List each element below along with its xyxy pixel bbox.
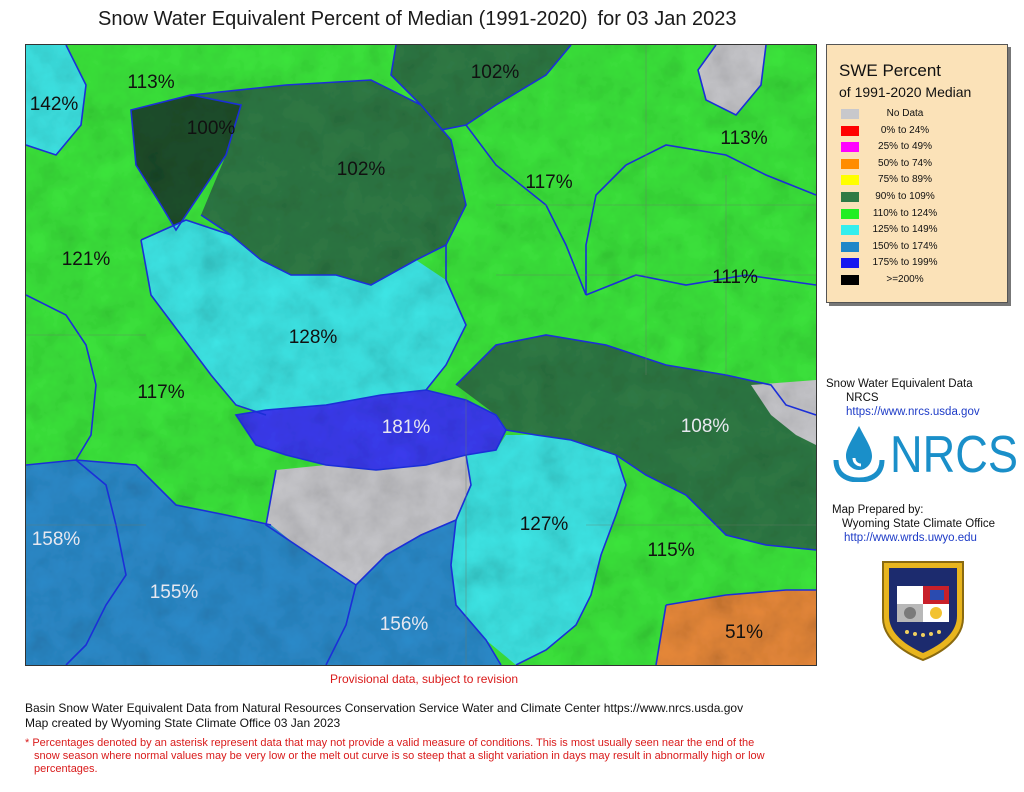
basin-label[interactable]: 113% (720, 128, 768, 149)
legend-item: 50% to 74% (841, 157, 1001, 171)
legend-item: 175% to 199% (841, 257, 1001, 270)
basin-region-155 (66, 460, 356, 665)
legend-item: No Data (841, 108, 1001, 121)
note-line1: * Percentages denoted by an asterisk rep… (25, 737, 755, 749)
basin-region-102-central (191, 80, 466, 285)
legend-item: 25% to 49% (841, 141, 1001, 154)
svg-text:NRCS: NRCS (890, 426, 1018, 482)
legend-label: 110% to 124% (872, 207, 938, 219)
legend-label: 50% to 74% (878, 157, 932, 169)
basin-map-svg (26, 45, 816, 665)
basin-region-51 (656, 590, 816, 665)
basin-label[interactable]: 51% (724, 622, 764, 643)
basin-label[interactable]: 155% (149, 582, 199, 603)
basin-region-127 (446, 435, 626, 665)
swe-map[interactable]: 142% 113% 100% 102% 102% 117% 113% 121% … (25, 44, 817, 666)
legend-item: 150% to 174% (841, 240, 1001, 254)
legend: SWE Percent of 1991-2020 Median No Data 0… (826, 44, 1008, 303)
legend-label: 125% to 149% (872, 224, 938, 236)
basin-label[interactable]: 156% (379, 614, 429, 635)
basin-label[interactable]: 100% (186, 118, 236, 139)
legend-swatch (841, 275, 859, 285)
legend-swatch (841, 175, 859, 186)
county-lines (26, 45, 816, 665)
basin-label[interactable]: 115% (647, 540, 695, 561)
basin-label[interactable]: 102% (470, 62, 520, 83)
basin-label[interactable]: 117% (525, 172, 573, 193)
basin-label[interactable]: 111% (712, 267, 758, 288)
legend-swatch (841, 158, 859, 169)
legend-item: 125% to 149% (841, 224, 1001, 237)
legend-swatch (841, 208, 859, 219)
legend-swatch (841, 109, 859, 119)
prepared-line1: Map Prepared by: (832, 504, 924, 516)
legend-swatch (841, 125, 859, 136)
map-title: Snow Water Equivalent Percent of Median … (98, 8, 737, 31)
source-line2: NRCS (846, 392, 879, 404)
legend-swatch (841, 241, 859, 252)
legend-label: 0% to 24% (880, 124, 930, 136)
basin-region-nodata-ne (698, 45, 766, 115)
legend-item: 110% to 124% (841, 207, 1001, 221)
basin-region-nodata-e (751, 380, 816, 445)
legend-subtitle: of 1991-2020 Median (839, 84, 972, 100)
basin-label[interactable]: 121% (61, 249, 111, 270)
basin-region-181 (236, 390, 506, 470)
legend-label: >=200% (886, 274, 924, 285)
climate-office-link[interactable]: http://www.wrds.uwyo.edu (844, 532, 977, 544)
legend-item: 75% to 89% (841, 174, 1001, 187)
basin-region-102-north (391, 45, 571, 130)
nrcs-logo[interactable]: NRCS (832, 420, 1022, 484)
basin-region-nodata-center (266, 455, 471, 585)
basin-label[interactable]: 117% (137, 382, 185, 403)
legend-item: 0% to 24% (841, 124, 1001, 138)
basin-label[interactable]: 128% (288, 327, 338, 348)
legend-item: 90% to 109% (841, 191, 1001, 204)
footer-map-credit: Map created by Wyoming State Climate Off… (25, 716, 341, 730)
basin-region-142 (26, 45, 86, 155)
basin-boundaries (26, 45, 816, 665)
map-date: for 03 Jan 2023 (597, 8, 737, 30)
note-line2: snow season where normal values may be v… (34, 750, 765, 762)
climate-office-seal-icon (877, 556, 969, 664)
prepared-by: Map Prepared by: Wyoming State Climate O… (832, 503, 995, 545)
legend-item: >=200% (841, 274, 1001, 287)
legend-label: 90% to 109% (875, 191, 935, 202)
legend-swatch (841, 192, 859, 202)
source-line1: Snow Water Equivalent Data (826, 378, 973, 390)
basin-label[interactable]: 108% (680, 416, 730, 437)
footer-data-credit: Basin Snow Water Equivalent Data from Na… (25, 701, 744, 715)
legend-label: 150% to 174% (872, 240, 938, 252)
basin-region-100 (131, 95, 241, 230)
basin-label[interactable]: 113% (127, 72, 175, 93)
basin-label[interactable]: 158% (31, 529, 81, 550)
basin-region-128 (141, 220, 466, 415)
legend-title: SWE Percent (839, 61, 942, 80)
nrcs-link[interactable]: https://www.nrcs.usda.gov (846, 406, 980, 418)
legend-label: 25% to 49% (878, 141, 932, 153)
legend-label: 75% to 89% (878, 174, 932, 186)
nrcs-water-drop-icon: NRCS (833, 426, 1018, 484)
legend-swatch (841, 258, 859, 269)
basin-label[interactable]: 102% (336, 159, 386, 180)
map-title-text: Snow Water Equivalent Percent of Median … (98, 8, 588, 30)
legend-swatch (841, 142, 859, 153)
legend-label: 175% to 199% (872, 257, 938, 269)
legend-swatch (841, 225, 859, 236)
basin-region-156 (326, 520, 501, 665)
provisional-note: Provisional data, subject to revision (330, 672, 519, 686)
legend-label: No Data (886, 108, 924, 119)
note-line3: percentages. (34, 763, 98, 775)
basin-label[interactable]: 181% (381, 417, 431, 438)
data-source: Snow Water Equivalent Data NRCS https://… (826, 377, 980, 419)
asterisk-note: * Percentages denoted by an asterisk rep… (25, 737, 815, 776)
basin-label[interactable]: 142% (29, 94, 79, 115)
basin-region-108 (456, 335, 816, 550)
prepared-line2: Wyoming State Climate Office (842, 518, 996, 530)
basin-label[interactable]: 127% (519, 514, 569, 535)
